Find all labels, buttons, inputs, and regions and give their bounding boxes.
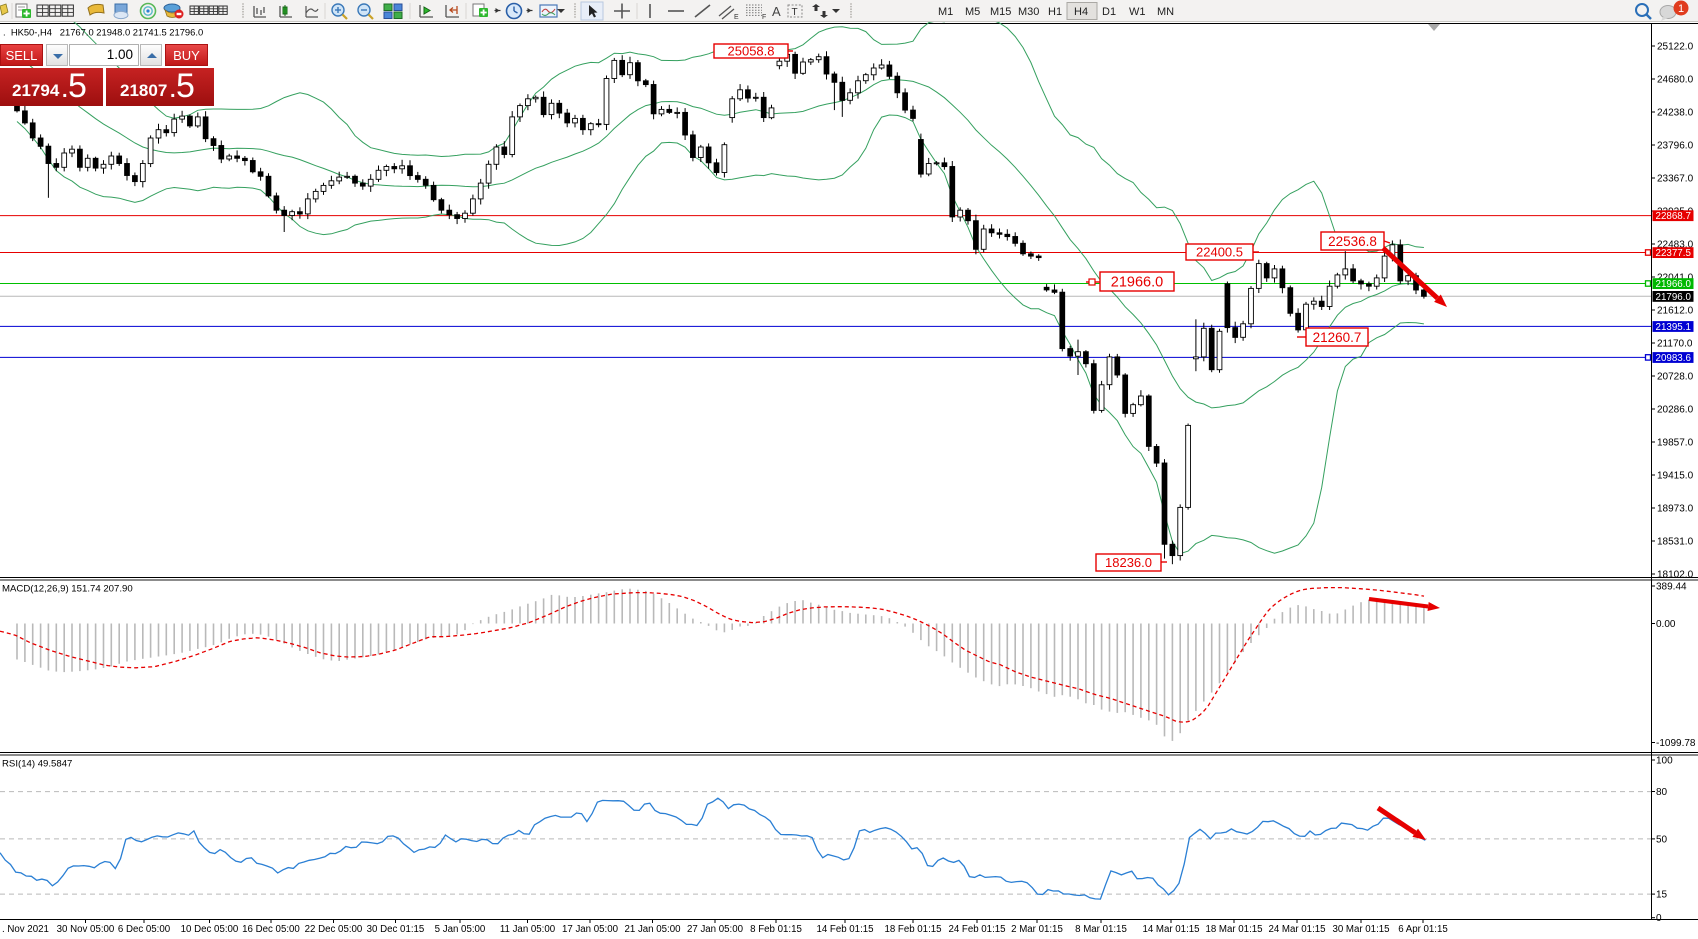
svg-text:H4: H4	[1074, 6, 1088, 18]
svg-text:20286.0: 20286.0	[1657, 405, 1694, 416]
svg-text:389.44: 389.44	[1656, 582, 1687, 593]
svg-text:24680.0: 24680.0	[1657, 75, 1694, 86]
svg-text:1: 1	[1678, 3, 1684, 15]
svg-text:100: 100	[1656, 756, 1673, 767]
svg-text:10 Dec 05:00: 10 Dec 05:00	[181, 924, 239, 935]
svg-text:27 Jan 05:00: 27 Jan 05:00	[687, 924, 744, 935]
svg-text:22041.0: 22041.0	[1657, 273, 1694, 284]
svg-text:5 Jan 05:00: 5 Jan 05:00	[435, 924, 486, 935]
svg-text:25122.0: 25122.0	[1657, 42, 1694, 53]
svg-text:. Nov 2021: . Nov 2021	[2, 924, 49, 935]
svg-text:M1: M1	[938, 6, 953, 18]
svg-text:21612.0: 21612.0	[1657, 306, 1694, 317]
svg-text:20728.0: 20728.0	[1657, 372, 1694, 383]
svg-text:H1: H1	[1048, 6, 1062, 18]
svg-text:E: E	[734, 14, 739, 21]
svg-text:17 Jan 05:00: 17 Jan 05:00	[562, 924, 619, 935]
svg-text:0.00: 0.00	[1656, 619, 1676, 630]
svg-text:8 Mar 01:15: 8 Mar 01:15	[1075, 924, 1127, 935]
svg-text:21966.0: 21966.0	[1111, 275, 1163, 291]
svg-text:6 Dec 05:00: 6 Dec 05:00	[118, 924, 171, 935]
svg-text:22483.0: 22483.0	[1657, 240, 1694, 251]
svg-text:2 Mar 01:15: 2 Mar 01:15	[1011, 924, 1063, 935]
svg-text:50: 50	[1656, 834, 1668, 845]
svg-text:22536.8: 22536.8	[1328, 234, 1377, 249]
svg-text:6 Apr 01:15: 6 Apr 01:15	[1398, 924, 1448, 935]
svg-text:30 Mar 01:15: 30 Mar 01:15	[1332, 924, 1389, 935]
svg-text:19415.0: 19415.0	[1657, 471, 1694, 482]
svg-text:23367.0: 23367.0	[1657, 174, 1694, 185]
svg-text:23796.0: 23796.0	[1657, 141, 1694, 152]
svg-text:-1099.78: -1099.78	[1656, 738, 1696, 749]
svg-text:21796.0: 21796.0	[1656, 292, 1692, 303]
svg-text:A: A	[772, 4, 781, 19]
svg-text:18 Mar 01:15: 18 Mar 01:15	[1205, 924, 1262, 935]
svg-text:21395.1: 21395.1	[1656, 322, 1691, 333]
svg-text:W1: W1	[1129, 6, 1146, 18]
svg-text:0: 0	[1656, 913, 1662, 924]
svg-text:18531.0: 18531.0	[1657, 537, 1694, 548]
svg-text:11 Jan 05:00: 11 Jan 05:00	[500, 924, 556, 935]
svg-text:D1: D1	[1102, 6, 1116, 18]
svg-text:. HK50-,H4 21767.0 21948.0: . HK50-,H4 21767.0 21948.0 21741.5 21796…	[3, 27, 203, 38]
svg-text:15: 15	[1656, 890, 1668, 901]
svg-text:M30: M30	[1018, 6, 1039, 18]
svg-text:22377.5: 22377.5	[1656, 248, 1692, 259]
svg-text:18973.0: 18973.0	[1657, 504, 1694, 515]
svg-text:14 Mar 01:15: 14 Mar 01:15	[1142, 924, 1199, 935]
svg-text:22400.5: 22400.5	[1196, 245, 1243, 260]
svg-text:14 Feb 01:15: 14 Feb 01:15	[816, 924, 873, 935]
svg-text:22 Dec 05:00: 22 Dec 05:00	[305, 924, 363, 935]
svg-text:21966.0: 21966.0	[1656, 279, 1692, 290]
svg-text:F: F	[762, 14, 766, 21]
svg-text:M15: M15	[990, 6, 1011, 18]
svg-text:T: T	[792, 7, 798, 18]
svg-text:24 Feb 01:15: 24 Feb 01:15	[948, 924, 1005, 935]
svg-text:18 Feb 01:15: 18 Feb 01:15	[884, 924, 941, 935]
svg-text:30 Nov 05:00: 30 Nov 05:00	[57, 924, 115, 935]
svg-text:19857.0: 19857.0	[1657, 438, 1694, 449]
svg-text:MN: MN	[1157, 6, 1174, 18]
svg-text:80: 80	[1656, 787, 1668, 798]
svg-text:21260.7: 21260.7	[1313, 330, 1362, 345]
svg-text:24238.0: 24238.0	[1657, 108, 1694, 119]
svg-text:21 Jan 05:00: 21 Jan 05:00	[624, 924, 681, 935]
svg-text:24 Mar 01:15: 24 Mar 01:15	[1268, 924, 1325, 935]
svg-text:20983.6: 20983.6	[1656, 353, 1692, 364]
svg-text:30 Dec 01:15: 30 Dec 01:15	[367, 924, 425, 935]
svg-text:25058.8: 25058.8	[728, 44, 775, 59]
svg-text:18236.0: 18236.0	[1105, 555, 1152, 570]
svg-text:RSI(14) 49.5847: RSI(14) 49.5847	[2, 759, 72, 770]
svg-text:21170.0: 21170.0	[1657, 339, 1693, 350]
svg-text:8 Feb 01:15: 8 Feb 01:15	[750, 924, 802, 935]
svg-text:16 Dec 05:00: 16 Dec 05:00	[242, 924, 300, 935]
svg-text:MACD(12,26,9) 151.74 207.90: MACD(12,26,9) 151.74 207.90	[2, 584, 133, 595]
svg-text:18102.0: 18102.0	[1657, 570, 1694, 581]
svg-text:M5: M5	[965, 6, 980, 18]
svg-text:22868.7: 22868.7	[1656, 211, 1691, 222]
